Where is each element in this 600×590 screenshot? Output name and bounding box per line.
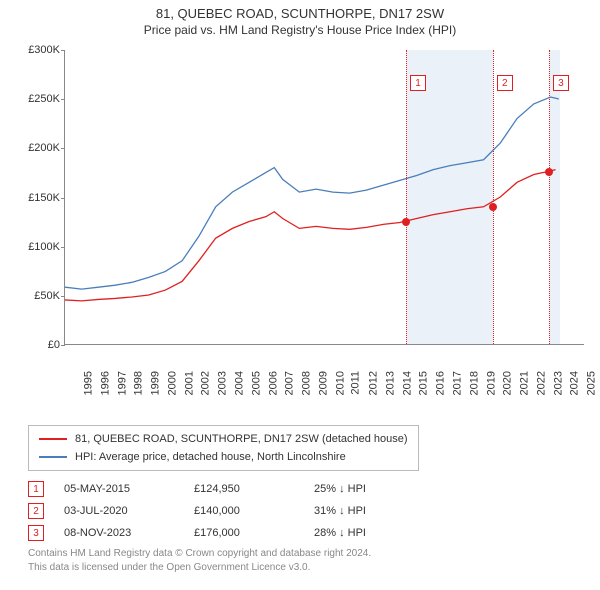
series-hpi: [65, 97, 559, 289]
event-price: £140,000: [194, 505, 314, 517]
event-table: 1 05-MAY-2015£124,95025% ↓ HPI 2 03-JUL-202…: [28, 481, 600, 541]
event-delta: 28% ↓ HPI: [314, 527, 434, 539]
event-vline: [406, 50, 407, 344]
footer-line1: Contains HM Land Registry data © Crown c…: [28, 547, 600, 561]
legend-swatch: [39, 438, 67, 440]
y-tick-label: £150K: [12, 192, 60, 204]
event-dot: [402, 218, 410, 226]
x-tick-label: 2017: [452, 371, 464, 395]
event-date: 03-JUL-2020: [64, 505, 194, 517]
chart-container: 81, QUEBEC ROAD, SCUNTHORPE, DN17 2SW Pr…: [0, 0, 600, 590]
legend-item: HPI: Average price, detached house, Nort…: [39, 448, 408, 466]
series-property: [65, 170, 556, 301]
y-tick-label: £0: [12, 339, 60, 351]
titles: 81, QUEBEC ROAD, SCUNTHORPE, DN17 2SW Pr…: [0, 0, 600, 37]
y-tick-label: £50K: [12, 290, 60, 302]
y-tick-label: £250K: [12, 93, 60, 105]
x-tick-label: 2011: [350, 371, 362, 395]
event-date: 05-MAY-2015: [64, 483, 194, 495]
x-tick-label: 2014: [401, 371, 413, 395]
x-tick-label: 2019: [485, 371, 497, 395]
x-tick-label: 2022: [535, 371, 547, 395]
event-flag-icon: 2: [28, 503, 44, 519]
x-tick-label: 2018: [468, 371, 480, 395]
x-tick-label: 2007: [284, 371, 296, 395]
chart-subtitle: Price paid vs. HM Land Registry's House …: [0, 23, 600, 37]
x-tick-label: 2020: [502, 371, 514, 395]
plot-area: 1 2 3: [64, 50, 584, 345]
x-tick-label: 2023: [552, 371, 564, 395]
line-series: [65, 50, 584, 344]
footer-line2: This data is licensed under the Open Gov…: [28, 561, 600, 575]
event-dot: [489, 203, 497, 211]
event-flag: 3: [553, 75, 569, 91]
x-tick-label: 2002: [200, 371, 212, 395]
x-tick-label: 2005: [250, 371, 262, 395]
chart-title: 81, QUEBEC ROAD, SCUNTHORPE, DN17 2SW: [0, 6, 600, 21]
x-tick-label: 2006: [267, 371, 279, 395]
x-tick-label: 2001: [183, 371, 195, 395]
x-tick-label: 2004: [233, 371, 245, 395]
event-delta: 25% ↓ HPI: [314, 483, 434, 495]
x-tick-label: 2000: [166, 371, 178, 395]
event-flag: 1: [410, 75, 426, 91]
y-tick-label: £200K: [12, 142, 60, 154]
event-vline: [493, 50, 494, 344]
x-tick-label: 1996: [99, 371, 111, 395]
x-tick-label: 2013: [384, 371, 396, 395]
x-tick-label: 1995: [82, 371, 94, 395]
footer: Contains HM Land Registry data © Crown c…: [28, 547, 600, 579]
x-tick-label: 2025: [586, 371, 598, 395]
event-vline: [549, 50, 550, 344]
x-tick-label: 2003: [217, 371, 229, 395]
x-tick-label: 1999: [150, 371, 162, 395]
x-tick-label: 2021: [519, 371, 531, 395]
event-price: £176,000: [194, 527, 314, 539]
x-axis-labels: 1995199619971998199920002001200220032004…: [64, 347, 584, 387]
legend: 81, QUEBEC ROAD, SCUNTHORPE, DN17 2SW (d…: [28, 425, 419, 471]
x-tick-label: 2008: [301, 371, 313, 395]
x-tick-label: 2016: [435, 371, 447, 395]
x-tick-label: 1998: [133, 371, 145, 395]
table-row: 1 05-MAY-2015£124,95025% ↓ HPI: [28, 481, 600, 497]
event-flag-icon: 3: [28, 525, 44, 541]
legend-label: HPI: Average price, detached house, Nort…: [75, 448, 346, 466]
x-tick-label: 2024: [569, 371, 581, 395]
event-dot: [545, 168, 553, 176]
legend-swatch: [39, 456, 67, 458]
x-tick-label: 2010: [334, 371, 346, 395]
event-flag: 2: [497, 75, 513, 91]
event-delta: 31% ↓ HPI: [314, 505, 434, 517]
table-row: 3 08-NOV-2023£176,00028% ↓ HPI: [28, 525, 600, 541]
x-tick-label: 2015: [418, 371, 430, 395]
event-flag-icon: 1: [28, 481, 44, 497]
event-price: £124,950: [194, 483, 314, 495]
x-tick-label: 1997: [116, 371, 128, 395]
chart-area: £0£50K£100K£150K£200K£250K£300K 123 1995…: [12, 45, 592, 375]
y-tick-label: £100K: [12, 241, 60, 253]
event-date: 08-NOV-2023: [64, 527, 194, 539]
y-tick-label: £300K: [12, 44, 60, 56]
x-tick-label: 2009: [317, 371, 329, 395]
legend-label: 81, QUEBEC ROAD, SCUNTHORPE, DN17 2SW (d…: [75, 430, 408, 448]
x-tick-label: 2012: [368, 371, 380, 395]
legend-item: 81, QUEBEC ROAD, SCUNTHORPE, DN17 2SW (d…: [39, 430, 408, 448]
table-row: 2 03-JUL-2020£140,00031% ↓ HPI: [28, 503, 600, 519]
